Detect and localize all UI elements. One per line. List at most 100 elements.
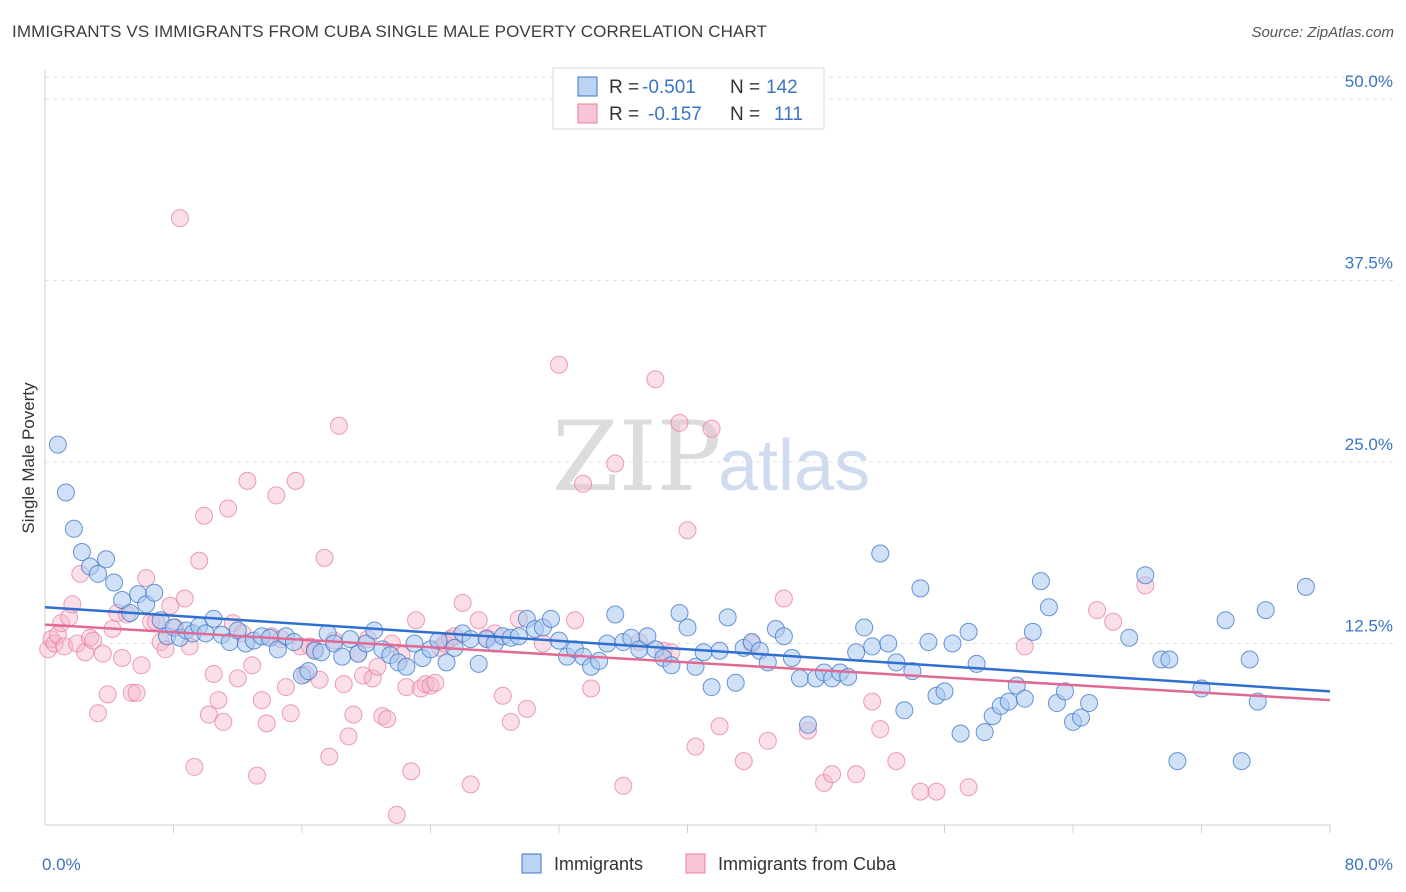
cuba-point (137, 569, 156, 588)
cuba-point (113, 649, 132, 668)
series-legend: Immigrants Immigrants from Cuba (521, 853, 897, 874)
cuba-point (373, 707, 392, 726)
cuba-point (320, 747, 339, 766)
legend-n-value-2: 111 (774, 104, 803, 125)
immigrants-point (1031, 572, 1050, 591)
immigrants-point (105, 573, 124, 592)
cuba-point (582, 679, 601, 698)
cuba-point (887, 752, 906, 771)
cuba-point (461, 775, 480, 794)
cuba-point (219, 499, 238, 518)
legend-r-value-1: -0.501 (642, 77, 696, 98)
cuba-point (421, 676, 440, 695)
cuba-point (315, 548, 334, 567)
immigrants-point (97, 550, 116, 569)
immigrants-point (365, 621, 384, 640)
cuba-point (267, 486, 286, 505)
immigrants-point (312, 643, 331, 662)
cuba-point (170, 209, 189, 228)
immigrants-point (999, 692, 1018, 711)
chart-title: IMMIGRANTS VS IMMIGRANTS FROM CUBA SINGL… (12, 22, 767, 41)
cuba-point (276, 678, 295, 697)
immigrants-point (718, 608, 737, 627)
immigrants-point (1015, 689, 1034, 708)
cuba-point (453, 593, 472, 612)
immigrants-point (1160, 650, 1179, 669)
legend-r-label-1: R = (609, 77, 639, 98)
immigrants-point (726, 673, 745, 692)
legend-n-label-1: N = (730, 77, 760, 98)
cuba-point (378, 710, 397, 729)
legend-label-immigrants-from-cuba: Immigrants from Cuba (718, 854, 897, 874)
cuba-point (339, 727, 358, 746)
legend-swatch-immigrants-from-cuba (685, 853, 706, 874)
cuba-point (248, 766, 267, 785)
cuba-point (286, 471, 305, 490)
cuba-point (734, 752, 753, 771)
immigrants-point (299, 662, 318, 681)
legend-r-value-2: -0.157 (648, 104, 702, 125)
immigrants-point (1023, 622, 1042, 641)
legend-swatch-blue (577, 76, 598, 97)
legend-n-value-1: 142 (766, 77, 798, 98)
cuba-point (670, 413, 689, 432)
cuba-point (911, 782, 930, 801)
cuba-point (334, 675, 353, 694)
immigrants-point (694, 643, 713, 662)
immigrants-point (89, 564, 108, 583)
cuba-point (89, 704, 108, 723)
cuba-point (702, 419, 721, 438)
immigrants-point (1168, 752, 1187, 771)
cuba-point (1088, 601, 1107, 620)
watermark: ZIP atlas (552, 401, 870, 513)
cuba-point (190, 551, 209, 570)
cuba-point (93, 644, 112, 663)
cuba-point (344, 705, 363, 724)
cuba-point (204, 665, 223, 683)
immigrants-point (284, 633, 303, 652)
immigrants-point (397, 657, 416, 676)
immigrants-point (461, 630, 480, 649)
immigrants-point (911, 579, 930, 598)
legend-r-label-2: R = (609, 104, 639, 125)
x-tick-label-left: 0.0% (42, 855, 81, 874)
cuba-point (98, 685, 117, 704)
cuba-point (243, 656, 262, 675)
immigrants-point (590, 651, 609, 670)
cuba-point (823, 765, 842, 784)
y-tick-labels: 12.5% 25.0% 37.5% 50.0% (1345, 72, 1393, 635)
cuba-point (252, 691, 271, 710)
immigrants-point (437, 653, 456, 672)
y-tick-label-3: 50.0% (1345, 72, 1393, 91)
cuba-point (710, 717, 729, 736)
immigrants-point (855, 618, 874, 637)
immigrants-point (72, 543, 91, 562)
cuba-point (84, 631, 103, 650)
legend-label-immigrants: Immigrants (554, 854, 643, 874)
cuba-point (214, 712, 233, 731)
immigrants-point (268, 640, 287, 659)
cuba-trend-line (44, 623, 1331, 702)
cuba-point (195, 506, 214, 525)
watermark-zip: ZIP (552, 401, 721, 513)
cuba-point (127, 683, 146, 702)
immigrants-point (847, 643, 866, 662)
immigrants-point (1256, 601, 1275, 620)
trend-lines (44, 605, 1331, 702)
immigrants-point (895, 701, 914, 720)
cuba-point (774, 589, 793, 608)
immigrants-point (871, 544, 890, 563)
immigrants-point (1055, 682, 1074, 701)
immigrants-point (943, 634, 962, 653)
immigrants-point (541, 609, 560, 628)
cuba-point (368, 657, 387, 676)
immigrants-point (113, 590, 132, 609)
cuba-point (959, 778, 978, 797)
cuba-point (199, 705, 218, 724)
immigrants-point (145, 583, 164, 602)
cuba-point (517, 699, 536, 718)
immigrants-point (333, 647, 352, 666)
cuba-point (238, 471, 257, 490)
immigrants-point (1072, 708, 1091, 727)
immigrants-point (1080, 694, 1099, 713)
